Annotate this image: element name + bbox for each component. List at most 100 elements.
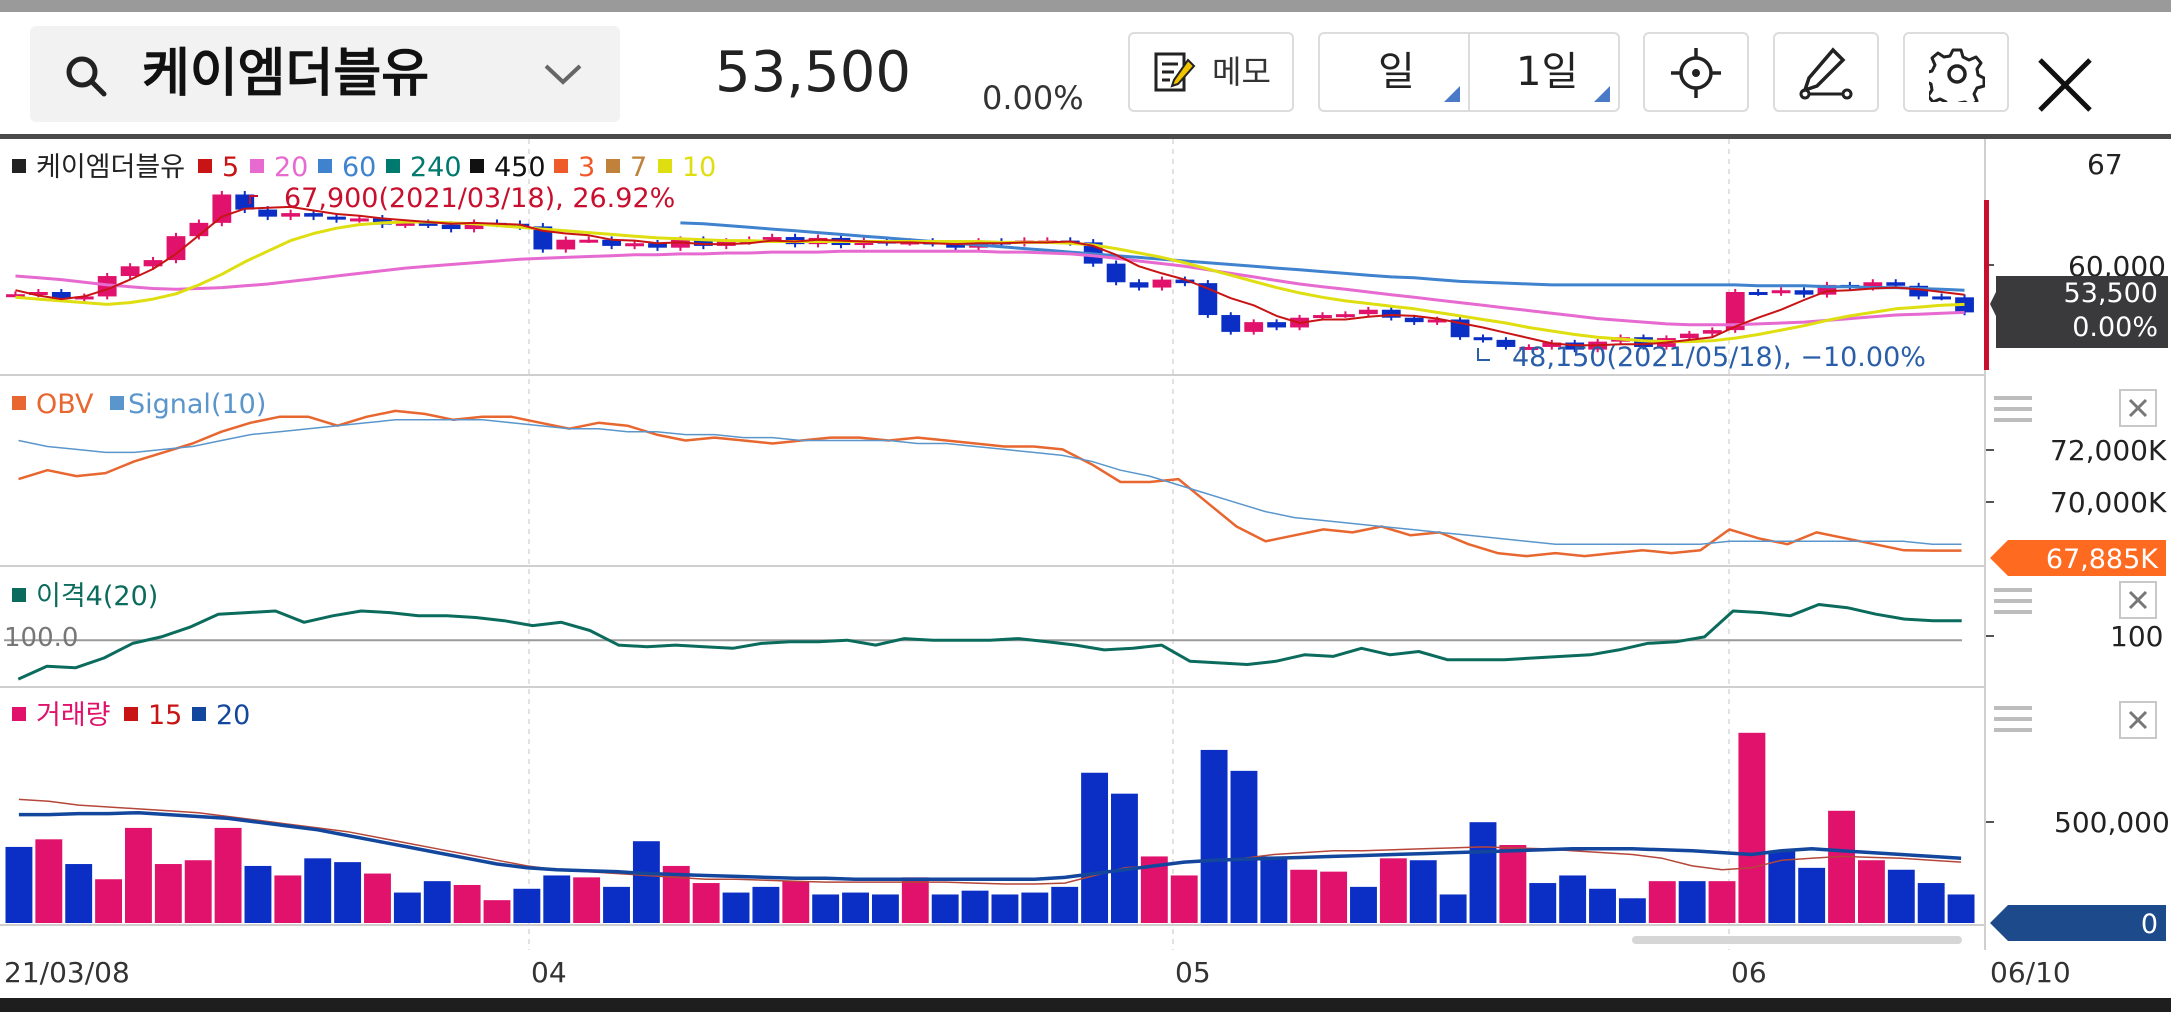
disparity-drag-handle-icon[interactable] <box>1994 588 2032 614</box>
candle-body <box>212 194 232 223</box>
volume-bar <box>543 875 571 923</box>
volume-bar <box>1618 898 1646 923</box>
volume-bar <box>1200 749 1228 923</box>
candle-body <box>1175 279 1195 284</box>
obv-panel <box>18 409 1962 558</box>
disparity-line <box>17 603 1962 681</box>
obv-tag: 67,885K <box>1990 540 2166 576</box>
volume-bar <box>393 892 421 923</box>
date-label-05: 05 <box>1175 956 1211 989</box>
disparity-close-icon[interactable] <box>2119 581 2157 619</box>
volume-bar <box>603 886 630 923</box>
period-type-dropdown-icon <box>1444 86 1460 102</box>
candle-body <box>1519 346 1539 350</box>
candle-body <box>1267 322 1287 328</box>
volume-bar <box>1439 894 1467 923</box>
volume-bar <box>1111 793 1138 923</box>
chevron-down-icon[interactable] <box>538 56 588 92</box>
close-icon[interactable] <box>2030 50 2100 120</box>
candle-body <box>1932 296 1952 300</box>
header-separator <box>0 134 2171 139</box>
candle-body <box>762 237 782 241</box>
candle-body <box>1863 282 1883 288</box>
price-axis-label-top: 67 <box>2087 148 2123 181</box>
price-tag-change: 0.00% <box>2072 312 2158 343</box>
candle-body <box>946 243 966 248</box>
candle-body <box>1679 333 1699 339</box>
legend-ma5: 5 <box>222 152 239 183</box>
period-value-dropdown-icon <box>1594 86 1610 102</box>
volume-bar <box>154 864 182 923</box>
stock-chart[interactable]: 케이엠더블유 5 20 60 240 450 3 7 10 67,900(202… <box>0 139 2171 1012</box>
volume-bar <box>1379 858 1407 923</box>
disparity-axis-label: 100 <box>2110 620 2163 653</box>
draw-tool-button[interactable] <box>1773 32 1879 112</box>
volume-bar <box>364 873 391 923</box>
candle-body <box>464 222 484 230</box>
high-annotation: 67,900(2021/03/18), 26.92% <box>249 183 675 214</box>
price-change-percent: 0.00% <box>982 79 1084 117</box>
stock-search-box[interactable]: 케이엠더블유 <box>30 26 620 122</box>
obv-panel-controls[interactable] <box>1994 389 2157 427</box>
obv-legend: OBV Signal(10) <box>12 389 266 420</box>
volume-panel-controls[interactable] <box>1994 701 2157 739</box>
period-selector[interactable]: 일 1일 <box>1318 32 1620 112</box>
volume-bar <box>573 877 601 923</box>
obv-axis-label-70000k: 70,000K <box>2050 486 2167 519</box>
candle-body <box>395 222 415 226</box>
volume-bar <box>483 900 511 923</box>
stock-name[interactable]: 케이엠더블유 <box>142 44 430 104</box>
volume-bar <box>1081 772 1109 923</box>
obv-close-icon[interactable] <box>2119 389 2157 427</box>
price-legend: 케이엠더블유 5 20 60 240 450 3 7 10 <box>12 152 716 183</box>
candle-body <box>1473 337 1493 341</box>
volume-bar <box>1798 867 1826 923</box>
volume-bar <box>65 864 93 923</box>
candle-body <box>602 239 622 246</box>
disparity-reference-label: 100.0 <box>4 623 78 653</box>
volume-bar <box>901 877 929 923</box>
obv-drag-handle-icon[interactable] <box>1994 396 2032 422</box>
candle-body <box>6 294 25 298</box>
volume-bar <box>274 875 302 923</box>
volume-bar <box>1768 850 1796 923</box>
legend-ma450: 450 <box>494 152 546 183</box>
settings-button[interactable] <box>1903 32 2009 112</box>
candle-body <box>1427 319 1447 323</box>
volume-bar <box>782 881 810 923</box>
candle-body <box>1313 315 1332 319</box>
right-axis-labels: 67 60,000 72,000K 70,000K 100 500,000 <box>2050 148 2170 839</box>
date-label-04: 04 <box>531 956 567 989</box>
disparity-legend: 이격4(20) 100.0 <box>4 581 158 653</box>
period-value-select[interactable]: 1일 <box>1516 49 1579 95</box>
volume-bar <box>1917 883 1945 923</box>
search-icon[interactable] <box>62 52 110 100</box>
disparity-panel <box>4 603 1962 681</box>
candle-body <box>1221 315 1241 332</box>
volume-bar <box>304 858 332 923</box>
candle-body <box>1152 279 1172 288</box>
volume-bar <box>1678 881 1706 923</box>
candle-body <box>693 239 713 246</box>
volume-bar <box>842 892 869 923</box>
volume-bar <box>95 879 123 923</box>
crosshair-button[interactable] <box>1643 32 1749 112</box>
volume-bar <box>1828 810 1855 923</box>
volume-bar <box>513 888 541 923</box>
volume-ma20-line <box>18 810 1962 882</box>
volume-bar <box>1857 860 1885 923</box>
disparity-panel-controls[interactable] <box>1994 581 2157 619</box>
volume-bar <box>961 890 989 923</box>
memo-button[interactable]: 메모 <box>1128 32 1294 112</box>
candle-body <box>1496 339 1516 347</box>
horizontal-scrollbar[interactable] <box>1632 936 1962 944</box>
volume-close-icon[interactable] <box>2119 701 2157 739</box>
obv-line <box>18 409 1962 558</box>
candle-body <box>1725 292 1745 331</box>
pencil-icon <box>1799 47 1853 100</box>
volume-drag-handle-icon[interactable] <box>1994 706 2032 732</box>
legend-disparity: 이격4(20) <box>36 581 158 612</box>
period-type-select[interactable]: 일 <box>1378 49 1415 95</box>
legend-stock-name: 케이엠더블유 <box>36 152 185 183</box>
candle-body <box>1106 263 1126 283</box>
